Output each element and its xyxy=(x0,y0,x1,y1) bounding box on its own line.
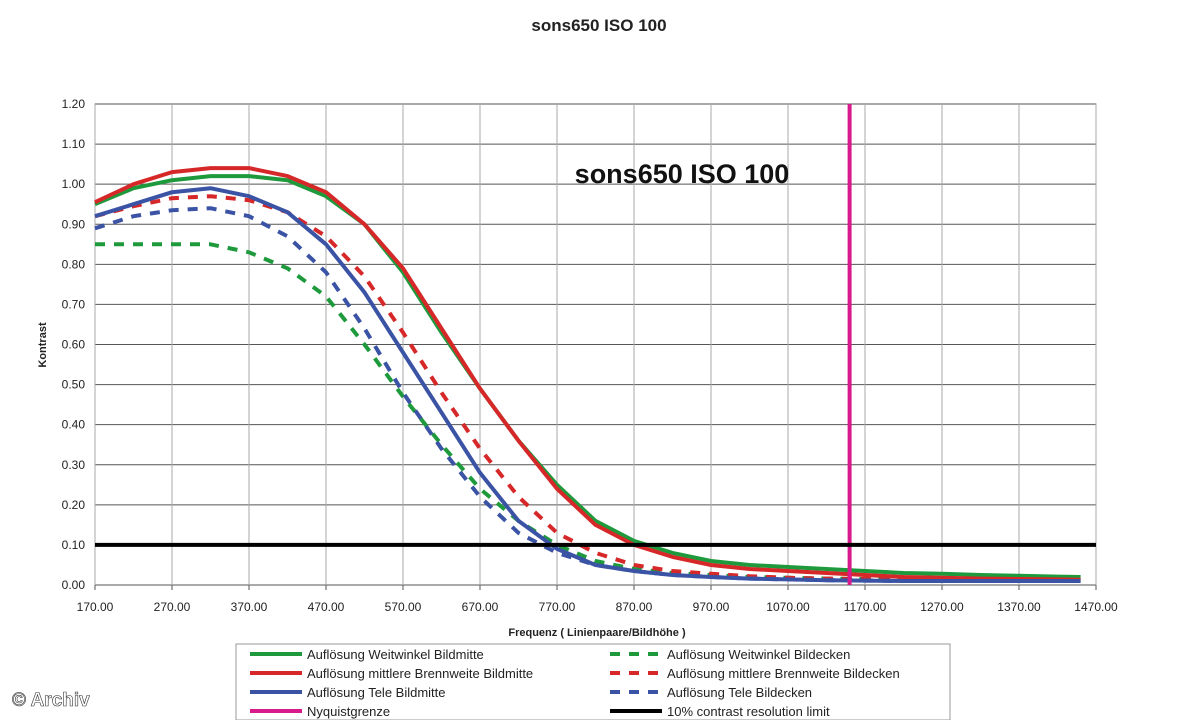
x-tick-label: 370.00 xyxy=(231,600,268,614)
watermark: © Archiv xyxy=(12,690,90,711)
y-tick-label: 0.10 xyxy=(62,538,86,552)
series-line-0 xyxy=(94,174,1081,579)
x-tick-label: 1170.00 xyxy=(844,600,887,614)
legend-label: Auflösung Weitwinkel Bildecken xyxy=(667,647,850,662)
x-tick-label: 270.00 xyxy=(154,600,191,614)
plot-area: 0.00 0.10 0.20 0.30 0.40 0.50 0.60 0.70 0.80 0.90… xyxy=(62,97,1118,614)
y-tick-label: 1.20 xyxy=(62,97,86,111)
x-tick-label: 470.00 xyxy=(308,600,345,614)
y-tick-label: 0.40 xyxy=(62,418,86,432)
legend-label: Auflösung mittlere Brennweite Bildmitte xyxy=(307,666,533,681)
y-tick-label: 0.60 xyxy=(62,338,86,352)
y-tick-label: 0.20 xyxy=(62,498,86,512)
legend: Auflösung Weitwinkel Bildmitte Auflösung … xyxy=(235,643,951,720)
y-axis-label: Kontrast xyxy=(37,322,49,368)
series-line-1 xyxy=(94,166,1081,582)
x-tick-label: 770.00 xyxy=(539,600,576,614)
x-tick-label: 570.00 xyxy=(385,600,422,614)
legend-box xyxy=(235,643,951,720)
x-tick-label: 1370.00 xyxy=(997,600,1041,614)
y-tick-label: 0.30 xyxy=(62,458,86,472)
x-tick-label: 870.00 xyxy=(616,600,653,614)
legend-label: Auflösung Tele Bildmitte xyxy=(307,685,446,700)
chart-inner-title: sons650 ISO 100 xyxy=(575,159,790,189)
y-tick-label: 0.50 xyxy=(62,378,86,392)
y-tick-label: 0.00 xyxy=(62,578,86,592)
x-tick-label: 1470.00 xyxy=(1074,600,1118,614)
x-tick-label: 670.00 xyxy=(462,600,499,614)
series-line-2 xyxy=(94,186,1081,583)
chart-title: sons650 ISO 100 xyxy=(531,16,666,35)
y-tick-label: 0.80 xyxy=(62,257,86,271)
legend-label: Auflösung Tele Bildecken xyxy=(667,685,812,700)
legend-label: Auflösung Weitwinkel Bildmitte xyxy=(307,647,484,662)
legend-label: 10% contrast resolution limit xyxy=(667,704,830,719)
y-tick-label: 0.70 xyxy=(62,297,86,311)
y-tick-label: 1.00 xyxy=(62,177,86,191)
x-axis-label: Frequenz ( Linienpaare/Bildhöhe ) xyxy=(508,627,686,639)
legend-label: Nyquistgrenze xyxy=(307,704,390,719)
x-tick-label: 1070.00 xyxy=(766,600,810,614)
x-tick-label: 170.00 xyxy=(77,600,114,614)
legend-label: Auflösung mittlere Brennweite Bildecken xyxy=(667,666,900,681)
series-line-5 xyxy=(94,206,942,583)
y-tick-label: 0.90 xyxy=(62,217,86,231)
y-tick-label: 1.10 xyxy=(62,137,86,151)
x-tick-label: 970.00 xyxy=(693,600,730,614)
x-tick-label: 1270.00 xyxy=(920,600,964,614)
